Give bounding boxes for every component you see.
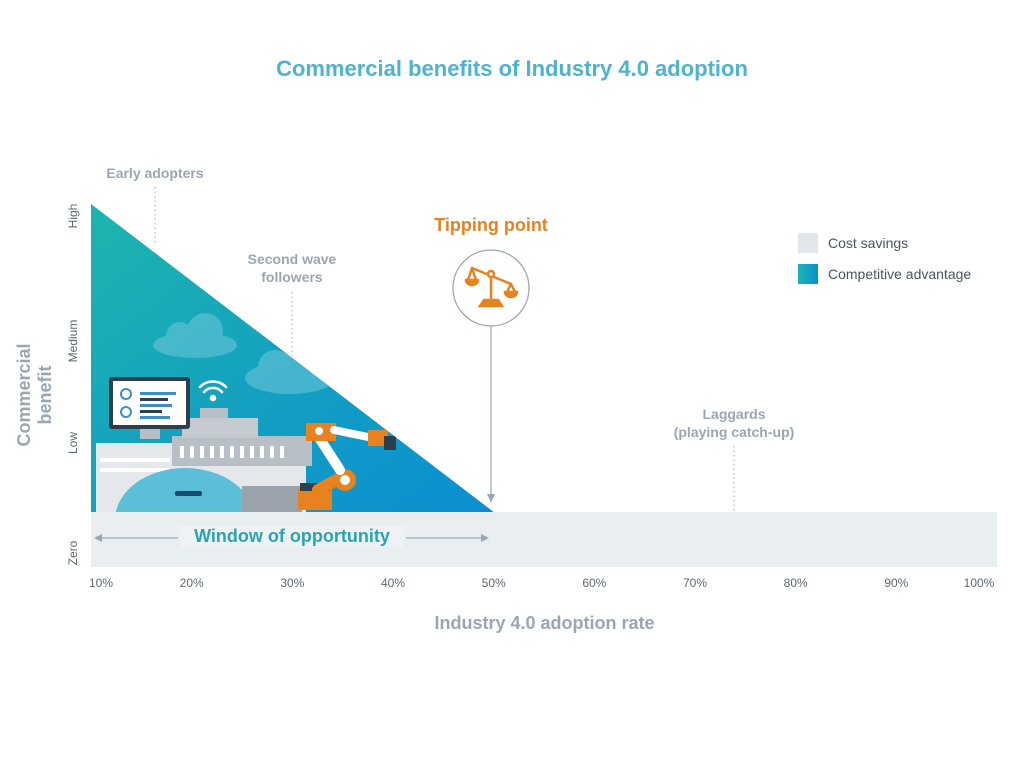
annotation-second-wave-line-2: followers — [261, 269, 323, 285]
x-tick-label: 10% — [88, 576, 114, 590]
x-tick-label: 30% — [280, 576, 305, 590]
annotation-second-wave-followers: Second wave followers — [222, 250, 362, 286]
legend-item-cost-savings: Cost savings — [798, 233, 971, 253]
wifi-icon — [198, 380, 228, 402]
factory-illustration — [96, 313, 396, 512]
y-tick-zero: Zero — [66, 540, 80, 566]
window-arrow-left-head — [94, 534, 102, 542]
x-tick-label: 40% — [380, 576, 406, 590]
tipping-point-arrow-head — [487, 494, 495, 503]
y-tick-medium: Medium — [66, 319, 80, 363]
y-tick-low: Low — [66, 432, 80, 455]
x-axis-label: Industry 4.0 adoption rate — [434, 613, 655, 633]
annotation-window-of-opportunity: Window of opportunity — [180, 526, 404, 547]
robot-arm-icon — [298, 423, 396, 510]
legend: Cost savings Competitive advantage — [798, 233, 971, 295]
x-tick-label: 100% — [963, 576, 995, 590]
annotation-second-wave-line-1: Second wave — [247, 251, 337, 267]
legend-label-competitive-advantage: Competitive advantage — [828, 266, 972, 282]
annotation-tipping-point: Tipping point — [434, 215, 548, 235]
chart-title: Commercial benefits of Industry 4.0 adop… — [276, 56, 748, 81]
legend-swatch-competitive-advantage — [798, 264, 818, 284]
x-tick-label: 60% — [582, 576, 607, 590]
y-tick-high: High — [66, 203, 80, 229]
window-arrow-right-head — [481, 534, 489, 542]
x-tick-label: 90% — [884, 576, 909, 590]
factory-icon — [96, 408, 312, 512]
legend-swatch-cost-savings — [798, 233, 818, 253]
monitor-dashboard-icon — [109, 377, 190, 439]
annotation-laggards-line-2: (playing catch-up) — [673, 424, 795, 440]
x-tick-label: 50% — [481, 576, 506, 590]
x-tick-label: 80% — [783, 576, 808, 590]
y-axis-label: Commercial benefit — [14, 343, 55, 447]
annotation-laggards: Laggards (playing catch-up) — [644, 405, 824, 441]
scales-icon — [464, 266, 519, 308]
annotation-laggards-line-1: Laggards — [702, 406, 766, 422]
x-tick-label: 70% — [682, 576, 708, 590]
legend-label-cost-savings: Cost savings — [828, 235, 909, 251]
annotation-early-adopters: Early adopters — [106, 165, 204, 181]
x-tick-label: 20% — [179, 576, 204, 590]
legend-item-competitive-advantage: Competitive advantage — [798, 264, 971, 284]
